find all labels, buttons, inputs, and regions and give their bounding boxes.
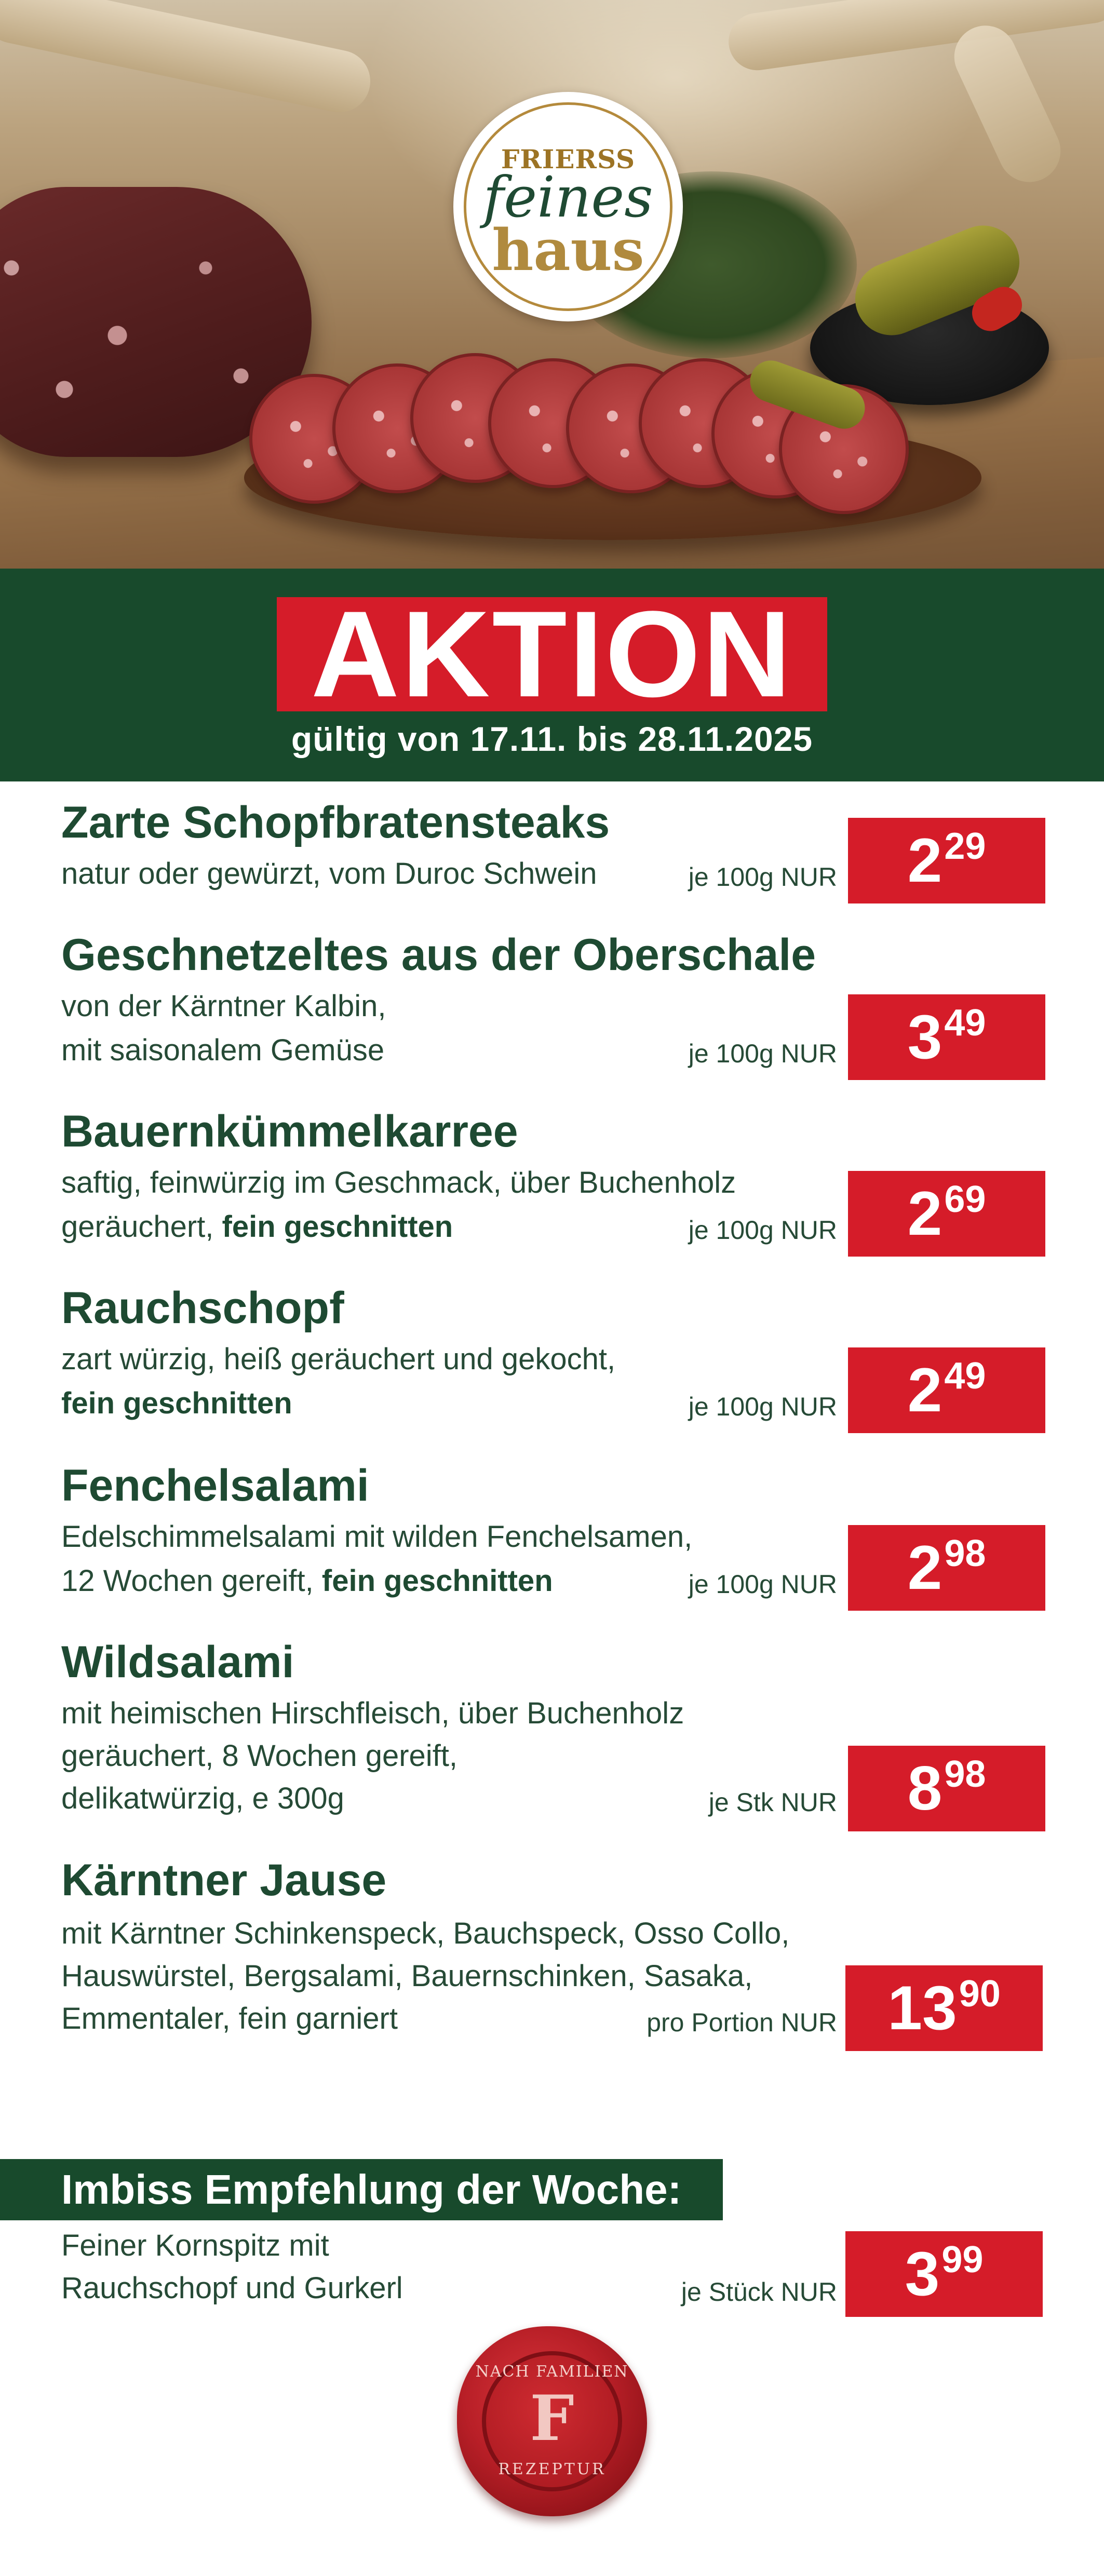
antler-decoration xyxy=(0,0,376,118)
product-title: Kärntner Jause xyxy=(61,1855,387,1905)
product-unit: je 100g NUR xyxy=(688,1392,837,1421)
price-tag: 249 xyxy=(848,1347,1045,1433)
product-unit: je 100g NUR xyxy=(688,1570,837,1599)
logo-ring xyxy=(464,102,672,311)
product-description: delikatwürzig, e 300g xyxy=(61,1782,344,1815)
product-description: geräuchert, 8 Wochen gereift, xyxy=(61,1739,458,1773)
product-description: Emmentaler, fein garniert xyxy=(61,2002,398,2035)
product-unit: je 100g NUR xyxy=(688,1039,837,1068)
product-title: Zarte Schopfbratensteaks xyxy=(61,798,610,847)
imbiss-heading: Imbiss Empfehlung der Woche: xyxy=(0,2159,723,2220)
product-description: saftig, feinwürzig im Geschmack, über Bu… xyxy=(61,1166,736,1199)
price-tag: 229 xyxy=(848,818,1045,903)
logo-haus: haus xyxy=(492,217,644,284)
product-unit: je 100g NUR xyxy=(688,1216,837,1245)
seal-bottom-text: REZEPTUR xyxy=(498,2460,606,2478)
imbiss-description: Feiner Kornspitz mit xyxy=(61,2229,329,2262)
product-title: Bauernkümmelkarree xyxy=(61,1107,518,1156)
product-description: von der Kärntner Kalbin, xyxy=(61,989,386,1023)
product-title: Geschnetzeltes aus der Oberschale xyxy=(61,930,816,980)
product-description: natur oder gewürzt, vom Duroc Schwein xyxy=(61,857,597,891)
product-description: geräuchert, fein geschnitten xyxy=(61,1210,453,1244)
product-title: Fenchelsalami xyxy=(61,1461,369,1510)
family-recipe-seal: NACH FAMILIEN F REZEPTUR xyxy=(457,2326,647,2516)
product-unit: je 100g NUR xyxy=(688,862,837,892)
price-tag: 349 xyxy=(848,994,1045,1080)
seal-inner xyxy=(482,2351,622,2491)
product-description: fein geschnitten xyxy=(61,1386,292,1420)
imbiss-unit: je Stück NUR xyxy=(681,2277,837,2307)
price-tag: 399 xyxy=(845,2231,1043,2317)
product-description: 12 Wochen gereift, fein geschnitten xyxy=(61,1564,553,1598)
product-description: zart würzig, heiß geräuchert und gekocht… xyxy=(61,1342,616,1376)
product-unit: pro Portion NUR xyxy=(647,2008,837,2037)
price-tag: 269 xyxy=(848,1171,1045,1257)
product-unit: je Stk NUR xyxy=(708,1788,837,1817)
product-description: Edelschimmelsalami mit wilden Fenchelsam… xyxy=(61,1520,693,1554)
seal-top-text: NACH FAMILIEN xyxy=(475,2363,629,2381)
logo-feines: feines xyxy=(483,165,653,230)
product-description: mit Kärntner Schinkenspeck, Bauchspeck, … xyxy=(61,1917,790,1950)
price-tag: 298 xyxy=(848,1525,1045,1611)
product-description: Hauswürstel, Bergsalami, Bauernschinken,… xyxy=(61,1959,753,1993)
product-title: Rauchschopf xyxy=(61,1283,344,1333)
seal-letter: F xyxy=(530,2382,574,2455)
brand-logo: FRIERSS feines haus xyxy=(453,92,683,321)
imbiss-description: Rauchschopf und Gurkerl xyxy=(61,2271,403,2305)
product-title: Wildsalami xyxy=(61,1637,294,1687)
validity-text: gültig von 17.11. bis 28.11.2025 xyxy=(291,720,813,758)
price-tag: 1390 xyxy=(845,1965,1043,2051)
logo-brand: FRIERSS xyxy=(501,144,636,174)
product-description: mit saisonalem Gemüse xyxy=(61,1033,385,1067)
price-tag: 898 xyxy=(848,1746,1045,1831)
aktion-headline: AKTION xyxy=(277,593,827,716)
product-description: mit heimischen Hirschfleisch, über Buche… xyxy=(61,1696,684,1730)
